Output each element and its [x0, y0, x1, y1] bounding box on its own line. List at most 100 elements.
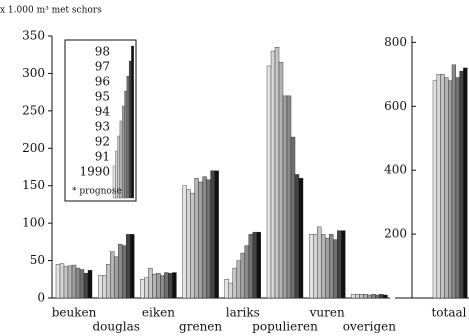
- bar: [79, 269, 85, 299]
- bar: [367, 294, 372, 299]
- legend-swatch: [122, 105, 125, 199]
- bar: [214, 170, 219, 299]
- bar: [337, 230, 342, 299]
- bar: [224, 279, 230, 299]
- bar: [351, 294, 356, 299]
- y-tick-label: 0: [37, 291, 45, 305]
- bar: [59, 263, 65, 299]
- bar: [186, 189, 191, 299]
- legend-swatch: [128, 60, 132, 199]
- y-tick-label: 250: [22, 103, 45, 117]
- bar: [55, 264, 61, 299]
- bar: [371, 294, 376, 299]
- bar: [286, 95, 292, 299]
- bar: [355, 294, 360, 299]
- bar: [156, 273, 161, 299]
- bar: [278, 62, 284, 299]
- bar: [432, 80, 437, 299]
- bar: [290, 136, 296, 299]
- x-tick-label: vuren: [309, 306, 345, 320]
- y-tick-label: 200: [384, 227, 407, 241]
- legend-label: 91: [95, 150, 110, 164]
- bar: [379, 294, 384, 299]
- bar: [101, 275, 107, 299]
- y-tick-label: 200: [22, 141, 45, 155]
- bar: [309, 234, 314, 299]
- bar: [329, 234, 334, 299]
- bar: [194, 178, 199, 299]
- bar: [144, 277, 149, 299]
- bar: [274, 47, 280, 299]
- bar: [325, 237, 330, 299]
- y-tick-label: 300: [22, 66, 45, 80]
- bar: [359, 294, 364, 299]
- legend-label: 93: [95, 120, 110, 134]
- bar: [313, 234, 318, 299]
- bar: [256, 231, 261, 299]
- bar: [67, 265, 73, 299]
- bar: [202, 176, 207, 299]
- y-tick-label: 350: [22, 29, 45, 43]
- bar: [240, 252, 246, 299]
- y-tick-label: 400: [384, 163, 407, 177]
- bar: [63, 266, 69, 299]
- bar: [298, 178, 304, 299]
- bar: [228, 282, 234, 299]
- bar: [105, 264, 111, 299]
- legend-note: * prognose: [72, 187, 122, 197]
- bar: [236, 260, 242, 299]
- legend-label: 97: [95, 60, 110, 74]
- bar: [152, 273, 157, 299]
- y-tick-label: 100: [22, 216, 45, 230]
- bar: [148, 267, 153, 299]
- legend-label: 96: [95, 75, 110, 89]
- legend-swatch: [126, 75, 130, 199]
- y-tick-label: 800: [384, 35, 407, 49]
- bar: [317, 226, 322, 299]
- x-tick-label: overigen: [343, 320, 396, 334]
- bar: [210, 170, 215, 299]
- bar: [321, 234, 326, 299]
- x-tick-label: totaal: [431, 306, 466, 320]
- bar: [198, 181, 203, 299]
- y-tick-label: 150: [22, 178, 45, 192]
- bar: [448, 80, 453, 299]
- bar: [113, 256, 119, 299]
- bar: [87, 270, 93, 299]
- legend-label: 1990: [79, 165, 110, 179]
- bar: [294, 174, 300, 299]
- bar: [206, 179, 211, 299]
- y-tick-label: 600: [384, 99, 407, 113]
- bar: [440, 74, 445, 299]
- legend-label: 92: [95, 135, 110, 149]
- x-tick-label: lariks: [226, 306, 260, 320]
- bar: [168, 273, 173, 299]
- bar: [160, 275, 165, 299]
- legend-label: 98: [95, 45, 110, 59]
- bar: [436, 74, 441, 299]
- bar: [341, 230, 346, 299]
- bar: [252, 231, 258, 299]
- x-tick-label: beuken: [52, 306, 97, 320]
- bar: [109, 251, 115, 299]
- y-tick-label: 50: [30, 253, 45, 267]
- bar: [383, 294, 388, 299]
- bar: [75, 267, 81, 299]
- bar: [463, 67, 468, 299]
- bar: [444, 77, 449, 299]
- bar: [333, 239, 338, 299]
- bar: [129, 234, 135, 299]
- legend-label: 95: [95, 90, 110, 104]
- chart-title: x 1.000 m³ met schors: [0, 6, 102, 16]
- bar: [172, 272, 177, 299]
- bar: [97, 275, 103, 299]
- bar: [140, 279, 145, 299]
- bar: [244, 245, 250, 299]
- bar: [270, 50, 276, 299]
- x-tick-label: grenen: [179, 320, 222, 334]
- bar: [282, 95, 288, 299]
- bar: [71, 264, 77, 299]
- legend-swatch: [124, 90, 127, 199]
